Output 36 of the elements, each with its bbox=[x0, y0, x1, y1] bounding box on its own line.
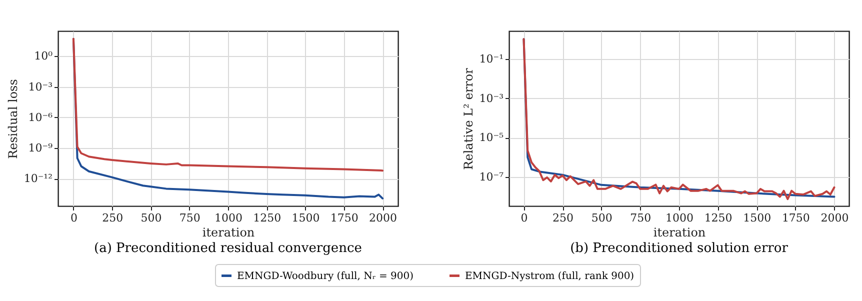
x-tick-label: 1000 bbox=[214, 212, 242, 224]
y-tick-label: 10⁻¹ bbox=[479, 52, 504, 66]
x-tick-label: 750 bbox=[630, 212, 652, 224]
y-axis-title: Relative L² error bbox=[461, 68, 476, 170]
x-tick-label: 1000 bbox=[666, 212, 694, 224]
x-axis-title: iteration bbox=[202, 226, 255, 240]
x-tick-label: 1250 bbox=[704, 212, 732, 224]
x-axis-title: iteration bbox=[653, 226, 706, 240]
y-tick-label: 10⁻⁵ bbox=[479, 131, 504, 144]
text: (b) Preconditioned solution error bbox=[570, 241, 789, 256]
x-tick-label: 2000 bbox=[820, 212, 849, 224]
y-axis-title: Residual loss bbox=[6, 79, 20, 159]
x-tick-label: 500 bbox=[591, 212, 612, 224]
x-tick-label: 750 bbox=[179, 212, 200, 224]
x-tick-label: 1250 bbox=[253, 212, 282, 224]
y-tick-label: 10⁻¹² bbox=[24, 172, 52, 185]
x-tick-label: 1750 bbox=[330, 212, 358, 224]
x-tick-label: 0 bbox=[70, 212, 78, 224]
x-tick-label: 250 bbox=[552, 212, 574, 224]
y-tick-label: 10⁻⁷ bbox=[479, 170, 504, 184]
y-tick-label: 10⁻³ bbox=[28, 80, 52, 94]
line-series bbox=[72, 38, 384, 172]
x-tick-label: 500 bbox=[140, 212, 162, 224]
y-tick-label: 10⁻³ bbox=[479, 92, 504, 105]
legend-label: EMNGD-Woodbury (full, Nᵣ = 900) bbox=[237, 270, 414, 282]
x-tick-label: 1750 bbox=[782, 212, 810, 224]
y-tick-label: 10⁻⁶ bbox=[28, 110, 54, 124]
x-tick-label: 250 bbox=[102, 212, 124, 224]
y-tick-label: 10⁻⁹ bbox=[28, 141, 54, 154]
x-tick-label: 0 bbox=[520, 212, 528, 224]
text: (a) Preconditioned residual convergence bbox=[94, 241, 362, 256]
x-tick-label: 2000 bbox=[369, 212, 398, 224]
x-tick-label: 1500 bbox=[292, 212, 320, 224]
y-tick-label: 10⁰ bbox=[34, 50, 54, 63]
legend-label: EMNGD-Nystrom (full, rank 900) bbox=[465, 270, 634, 282]
x-tick-label: 1500 bbox=[743, 212, 772, 224]
